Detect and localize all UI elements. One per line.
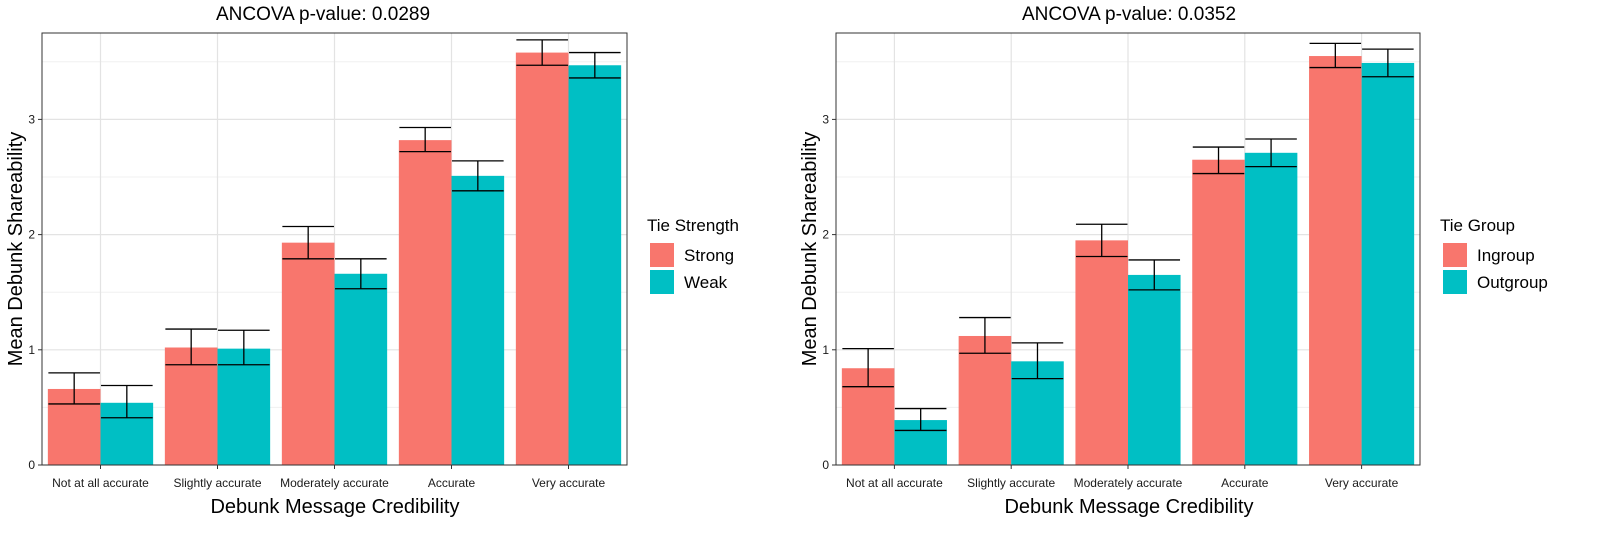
bar-strong-2 <box>164 347 218 465</box>
y-tick-label: 0 <box>822 458 829 472</box>
legend-key-outgroup <box>1443 270 1467 294</box>
y-tick-label: 2 <box>28 228 35 242</box>
error-bar-weak-5 <box>569 51 621 79</box>
bar-outgroup-3 <box>1128 274 1181 465</box>
error-bar-weak-4 <box>452 160 504 192</box>
chart-title: ANCOVA p-value: 0.0289 <box>216 4 430 25</box>
bar-strong-4 <box>398 140 452 466</box>
chart-title: ANCOVA p-value: 0.0352 <box>1022 4 1236 25</box>
bar-ingroup-4 <box>1192 159 1245 465</box>
legend-label-strong: Strong <box>684 246 734 265</box>
legend-label-outgroup: Outgroup <box>1477 273 1548 292</box>
x-tick-label: Very accurate <box>1325 476 1399 490</box>
error-bar-ingroup-2 <box>959 316 1011 354</box>
x-tick-label: Not at all accurate <box>846 476 943 490</box>
x-tick-label: Moderately accurate <box>280 476 389 490</box>
legend-key-strong <box>650 243 674 267</box>
x-axis-title: Debunk Message Credibility <box>210 496 459 518</box>
bar-weak-5 <box>568 65 622 466</box>
y-tick-label: 1 <box>28 343 35 357</box>
x-tick-label: Accurate <box>1221 476 1269 490</box>
legend: Tie Strength Strong Weak <box>647 216 739 294</box>
y-tick-label: 2 <box>822 228 829 242</box>
error-bar-ingroup-5 <box>1309 42 1362 69</box>
bar-weak-4 <box>451 175 505 465</box>
legend-key-weak <box>650 270 674 294</box>
legend: Tie Group Ingroup Outgroup <box>1440 216 1548 294</box>
bar-strong-5 <box>515 52 569 466</box>
error-bar-strong-5 <box>516 39 568 66</box>
x-tick-label: Very accurate <box>532 476 606 490</box>
x-axis-title: Debunk Message Credibility <box>1004 496 1253 518</box>
error-bar-ingroup-1 <box>842 347 894 388</box>
error-bar-outgroup-3 <box>1128 259 1181 291</box>
y-tick-label: 3 <box>28 112 35 126</box>
legend-label-ingroup: Ingroup <box>1477 246 1535 265</box>
legend-title: Tie Strength <box>647 216 739 235</box>
chart-panel-1: 0 1 2 3 Not at all accurate Slightly accurate… <box>5 4 739 518</box>
error-bar-outgroup-2 <box>1011 342 1064 380</box>
error-bar-ingroup-4 <box>1192 146 1245 175</box>
chart-panel-2: 0 1 2 3 Not at all accurate Slightly accurate… <box>799 4 1548 518</box>
bar-weak-3 <box>334 273 388 465</box>
y-tick-label: 1 <box>822 343 829 357</box>
error-bar-strong-3 <box>282 225 334 260</box>
error-bar-outgroup-1 <box>894 407 947 432</box>
legend-title: Tie Group <box>1440 216 1515 235</box>
bar-outgroup-5 <box>1361 62 1415 466</box>
legend-key-ingroup <box>1443 243 1467 267</box>
x-tick-label: Not at all accurate <box>52 476 149 490</box>
error-bar-outgroup-4 <box>1245 138 1297 168</box>
y-axis-title: Mean Debunk Shareability <box>5 132 27 367</box>
error-bar-weak-1 <box>101 384 153 419</box>
bar-ingroup-3 <box>1075 240 1128 465</box>
y-tick-label: 3 <box>822 112 829 126</box>
error-bar-weak-3 <box>335 258 387 290</box>
y-tick-label: 0 <box>28 458 35 472</box>
bar-strong-3 <box>281 242 335 465</box>
error-bar-strong-1 <box>48 372 100 405</box>
bar-ingroup-2 <box>958 335 1012 465</box>
error-bar-ingroup-3 <box>1075 223 1128 258</box>
bar-weak-2 <box>217 348 271 465</box>
error-bar-weak-2 <box>218 329 270 366</box>
error-bar-outgroup-5 <box>1362 48 1414 78</box>
x-tick-label: Slightly accurate <box>173 476 261 490</box>
error-bar-strong-4 <box>399 126 451 153</box>
legend-label-weak: Weak <box>684 273 728 292</box>
bar-outgroup-4 <box>1244 152 1298 466</box>
x-tick-label: Moderately accurate <box>1074 476 1183 490</box>
error-bar-strong-2 <box>165 328 217 366</box>
bar-ingroup-5 <box>1309 56 1362 465</box>
x-tick-label: Slightly accurate <box>967 476 1055 490</box>
x-tick-label: Accurate <box>428 476 476 490</box>
y-axis-title: Mean Debunk Shareability <box>799 132 821 367</box>
